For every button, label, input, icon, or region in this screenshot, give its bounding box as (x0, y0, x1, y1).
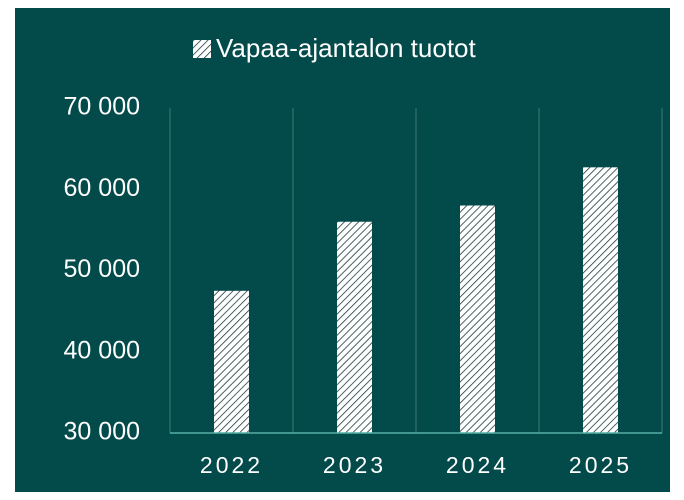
y-tick-label: 30 000 (64, 418, 140, 446)
y-tick-label: 70 000 (64, 93, 140, 121)
y-tick-label: 40 000 (64, 336, 140, 364)
x-tick-label: 2024 (446, 452, 509, 478)
bar (337, 221, 372, 433)
legend-swatch (193, 40, 211, 58)
bar (460, 205, 495, 433)
bar (583, 167, 618, 433)
x-tick-label: 2025 (569, 452, 632, 478)
bar (214, 290, 249, 433)
x-tick-label: 2022 (200, 452, 263, 478)
y-tick-label: 50 000 (64, 255, 140, 283)
legend-label: Vapaa-ajantalon tuotot (216, 33, 476, 63)
x-tick-label: 2023 (323, 452, 386, 478)
y-tick-label: 60 000 (64, 174, 140, 202)
